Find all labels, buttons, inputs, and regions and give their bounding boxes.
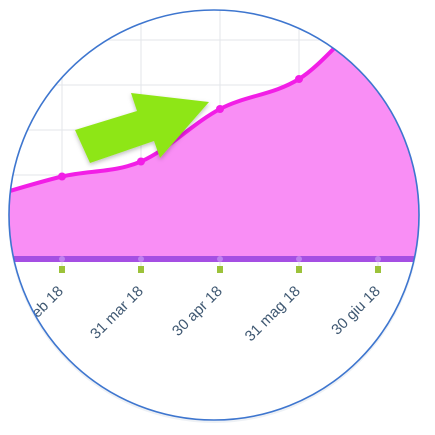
base-series-point	[296, 256, 302, 262]
base-series-point	[138, 256, 144, 262]
x-axis-tick-mark	[296, 266, 302, 273]
main-series-point	[137, 157, 145, 166]
main-series-point	[295, 75, 303, 83]
base-series-point	[59, 256, 65, 262]
main-series-point	[58, 172, 66, 181]
main-series-point	[216, 105, 224, 113]
base-series-point	[217, 256, 223, 262]
x-axis-tick-mark	[375, 266, 381, 273]
x-axis-tick-mark	[59, 266, 65, 273]
data-points	[58, 10, 382, 273]
x-axis-tick-mark	[138, 266, 144, 273]
trend-up-arrow-icon	[75, 93, 209, 163]
main-series-point	[374, 10, 382, 16]
base-series-point	[375, 256, 381, 262]
lens-frame	[8, 9, 420, 421]
x-axis-tick-mark	[217, 266, 223, 273]
main-series-area	[9, 10, 419, 259]
